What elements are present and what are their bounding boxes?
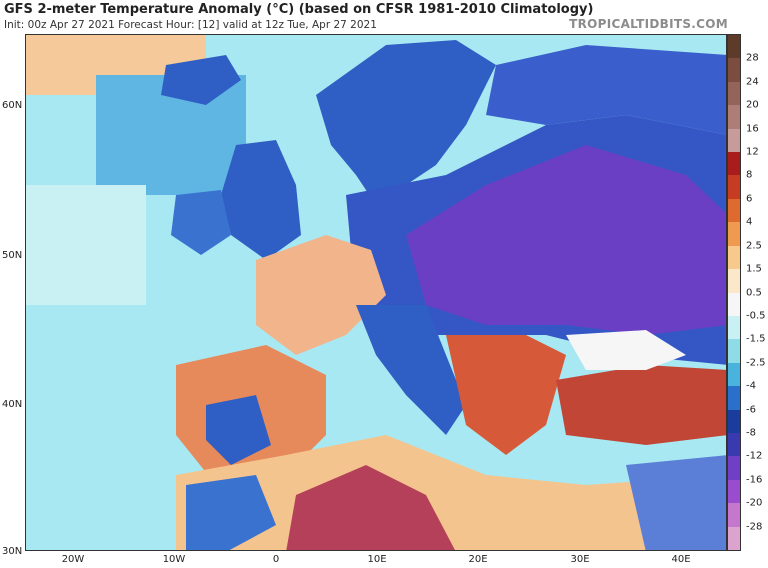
- lon-label-20w: 20W: [61, 554, 85, 565]
- anomaly-map[interactable]: [25, 34, 727, 551]
- map-title: GFS 2-meter Temperature Anomaly (°C) (ba…: [4, 2, 594, 17]
- colorbar-tick-label: -28: [746, 521, 763, 533]
- colorbar-tick-label: 24: [746, 76, 759, 88]
- colorbar-swatch: [728, 58, 740, 83]
- colorbar-swatch: [728, 128, 740, 153]
- iceland-land: [161, 55, 241, 105]
- lon-label-20e: 20E: [468, 554, 488, 565]
- anomaly-map-canvas: [26, 35, 726, 550]
- temperature-anomaly-colorbar: [727, 34, 741, 551]
- colorbar-swatch: [728, 362, 740, 387]
- scandinavia-land: [316, 40, 496, 205]
- algeria-hot-core: [286, 465, 455, 550]
- middle-east-cool-patch: [626, 455, 726, 550]
- balkans-land: [446, 335, 566, 455]
- lon-label-10w: 10W: [162, 554, 186, 565]
- colorbar-swatch: [728, 152, 740, 176]
- colorbar-tick-label: -8: [746, 427, 756, 439]
- colorbar-tick-label: 6: [746, 193, 753, 205]
- colorbar-swatch: [728, 81, 740, 106]
- colorbar-swatch: [728, 526, 740, 551]
- ireland-land: [171, 190, 231, 255]
- colorbar-tick-label: -2.5: [746, 357, 766, 369]
- colorbar-tick-label: 12: [746, 146, 759, 158]
- great-britain-land: [221, 140, 301, 260]
- northwest-russia-land: [486, 45, 726, 135]
- colorbar-tick-label: 0.5: [746, 287, 762, 298]
- colorbar-swatch: [728, 222, 740, 247]
- lat-label-30n: 30N: [2, 546, 23, 557]
- colorbar-swatch: [728, 479, 740, 504]
- colorbar-tick-label: 2.5: [746, 240, 762, 252]
- colorbar-tick-label: -12: [746, 450, 763, 462]
- init-valid-time: Init: 00z Apr 27 2021 Forecast Hour: [12…: [4, 19, 377, 31]
- atlantic-neutral-patch: [26, 185, 146, 305]
- colorbar-swatch: [728, 245, 740, 270]
- colorbar-tick-label: 8: [746, 169, 753, 181]
- colorbar-swatch: [728, 292, 740, 317]
- lon-label-30e: 30E: [570, 554, 590, 565]
- italy-land: [356, 305, 466, 435]
- colorbar-tick-label: 20: [746, 99, 759, 111]
- turkey-land: [556, 365, 726, 445]
- black-sea: [566, 330, 686, 370]
- eastern-europe-cold-core: [406, 145, 726, 335]
- lat-label-60n: 60N: [2, 100, 23, 111]
- colorbar-swatch: [728, 456, 740, 481]
- colorbar-tick-label: 1.5: [746, 263, 762, 275]
- colorbar-tick-label: 16: [746, 123, 759, 135]
- colorbar-swatch: [728, 386, 740, 411]
- colorbar-swatch: [728, 35, 740, 59]
- lon-label-0: 0: [272, 554, 280, 565]
- lat-label-50n: 50N: [2, 250, 23, 261]
- morocco-cold-patch: [186, 475, 276, 550]
- lat-label-40n: 40N: [2, 399, 23, 410]
- colorbar-tick-label: -16: [746, 474, 763, 486]
- site-watermark[interactable]: TROPICALTIDBITS.COM: [569, 17, 728, 31]
- central-spain-cold-patch: [206, 395, 271, 465]
- lon-label-40e: 40E: [671, 554, 691, 565]
- colorbar-tick-label: -1.5: [746, 333, 766, 345]
- france-land: [256, 235, 386, 355]
- colorbar-swatch: [728, 269, 740, 293]
- colorbar-swatch: [728, 409, 740, 434]
- colorbar-tick-label: -0.5: [746, 310, 766, 322]
- lon-label-10e: 10E: [367, 554, 387, 565]
- colorbar-tick-label: -6: [746, 404, 756, 416]
- colorbar-tick-label: 28: [746, 52, 759, 64]
- colorbar-swatch: [728, 339, 740, 364]
- colorbar-swatch: [728, 432, 740, 457]
- colorbar-swatch: [728, 198, 740, 223]
- colorbar-swatch: [728, 315, 740, 340]
- colorbar-swatch: [728, 503, 740, 528]
- colorbar-swatch: [728, 105, 740, 130]
- colorbar-tick-label: -4: [746, 380, 756, 392]
- colorbar-swatch: [728, 175, 740, 200]
- colorbar-tick-label: 4: [746, 216, 753, 228]
- colorbar-tick-label: -20: [746, 497, 763, 509]
